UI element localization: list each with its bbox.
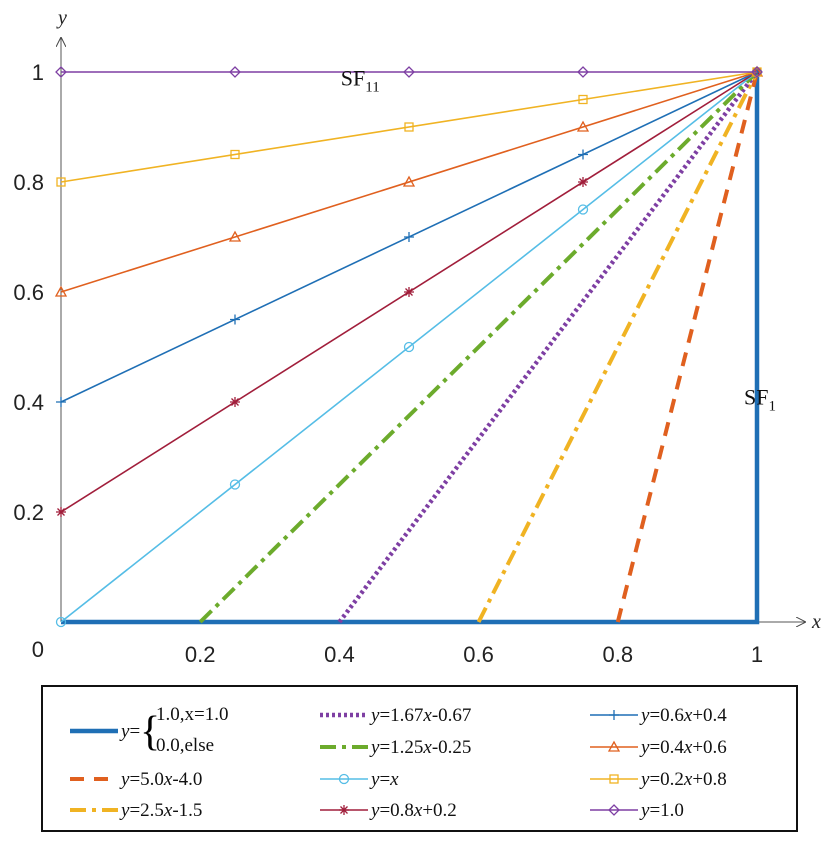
y-tick-label: 0.6 <box>13 280 44 305</box>
legend-label: y=2.5x-1.5 <box>119 800 202 821</box>
series-line <box>476 71 759 623</box>
data-point <box>54 285 68 297</box>
legend-label: 0.0,else <box>156 735 214 756</box>
legend-item: y=1.25x-0.25 <box>320 737 471 758</box>
legend-label: y=1.25x-0.25 <box>369 737 471 758</box>
series-line <box>61 72 760 625</box>
data-point <box>577 204 589 215</box>
y-tick-label: 0.8 <box>13 170 44 195</box>
legend-item: y=1.0 <box>590 800 684 821</box>
data-point <box>578 94 588 105</box>
data-point <box>608 804 620 816</box>
data-point <box>403 341 415 353</box>
data-point <box>403 66 415 78</box>
annotation-label: SF11 <box>341 66 380 96</box>
legend-label: 1.0,x=1.0 <box>156 704 228 725</box>
series-2 <box>476 71 759 623</box>
x-tick-label: 0.4 <box>324 642 355 667</box>
data-point <box>56 397 66 407</box>
legend-item: y=1.67x-0.67 <box>320 705 471 726</box>
legend-label: y=0.6x+0.4 <box>639 705 727 726</box>
legend-box <box>41 685 798 832</box>
legend-item: y= {1.0,x=1.0 0.0,else <box>70 704 228 756</box>
legend-label: y=x <box>369 769 399 790</box>
data-point <box>577 66 589 78</box>
data-point <box>55 66 67 78</box>
series-9 <box>56 67 762 187</box>
data-point <box>404 122 414 132</box>
legend-label: y=1.67x-0.67 <box>369 705 471 726</box>
axes: 0.2 0.4 0.6 0.8 1 0.2 0.4 0.6 0.8 1 0 x y <box>13 7 821 667</box>
y-tick-label: 0.2 <box>13 500 44 525</box>
series-line <box>60 71 758 293</box>
data-point <box>56 507 66 517</box>
legend-item: y=2.5x-1.5 <box>70 800 202 821</box>
data-point <box>578 177 588 187</box>
data-point <box>55 616 67 628</box>
legend-label: y=0.4x+0.6 <box>639 737 727 758</box>
series-0 <box>61 72 760 625</box>
series-10 <box>55 66 763 78</box>
data-point <box>339 805 349 815</box>
annotation-label: SF1 <box>744 385 776 415</box>
data-point <box>404 232 414 242</box>
legend-item: y=x <box>320 769 399 790</box>
data-point <box>578 149 588 160</box>
data-point <box>609 710 619 720</box>
x-tick-label: 0.8 <box>603 642 634 667</box>
legend-label: y=0.8x+0.2 <box>369 800 457 821</box>
data-point <box>229 479 241 490</box>
legend-label: y=1.0 <box>639 800 684 821</box>
data-point <box>576 120 590 132</box>
annotations: SF11 SF1 <box>341 66 776 415</box>
x-axis-label: x <box>811 611 821 633</box>
data-point <box>338 773 350 785</box>
series-4 <box>198 70 759 624</box>
series-line <box>60 71 758 623</box>
y-tick-label: 1 <box>32 60 44 85</box>
data-point <box>230 397 240 407</box>
legend-item: y=0.4x+0.6 <box>590 737 727 758</box>
legend-item: y=5.0x-4.0 <box>70 769 202 790</box>
data-point <box>751 66 763 78</box>
legend-brace: { <box>140 709 160 755</box>
series-3 <box>337 70 759 624</box>
series-line <box>198 70 759 624</box>
data-point <box>230 149 240 160</box>
data-point <box>229 66 241 78</box>
series-line <box>337 70 759 624</box>
data-point <box>404 287 414 297</box>
data-point <box>609 774 619 784</box>
series-1 <box>615 71 759 623</box>
legend: y= {1.0,x=1.0 0.0,else y=5.0x-4.0 y=2.5x-1.5… <box>41 685 798 832</box>
x-tick-label: 1 <box>751 642 763 667</box>
legend-label: y=0.2x+0.8 <box>639 769 727 790</box>
legend-item: y=0.2x+0.8 <box>590 769 727 790</box>
series-5 <box>55 66 763 628</box>
series-8 <box>54 65 764 297</box>
series-line <box>615 71 759 623</box>
origin-label: 0 <box>32 637 44 662</box>
data-point <box>56 177 66 187</box>
data-point <box>607 740 621 752</box>
series-6 <box>56 67 762 517</box>
y-axis-label: y <box>56 7 67 29</box>
data-point <box>228 230 242 242</box>
x-tick-label: 0.2 <box>185 642 216 667</box>
data-point <box>230 314 240 325</box>
legend-item: y=0.8x+0.2 <box>320 800 457 821</box>
series-line <box>60 71 758 183</box>
y-tick-label: 0.4 <box>13 390 44 415</box>
legend-label: y= <box>119 721 140 742</box>
plot-area <box>54 65 764 628</box>
legend-item: y=0.6x+0.4 <box>590 705 727 726</box>
x-tick-label: 0.6 <box>463 642 494 667</box>
legend-label: y=5.0x-4.0 <box>119 769 202 790</box>
data-point <box>402 175 416 187</box>
series-7 <box>56 67 762 407</box>
